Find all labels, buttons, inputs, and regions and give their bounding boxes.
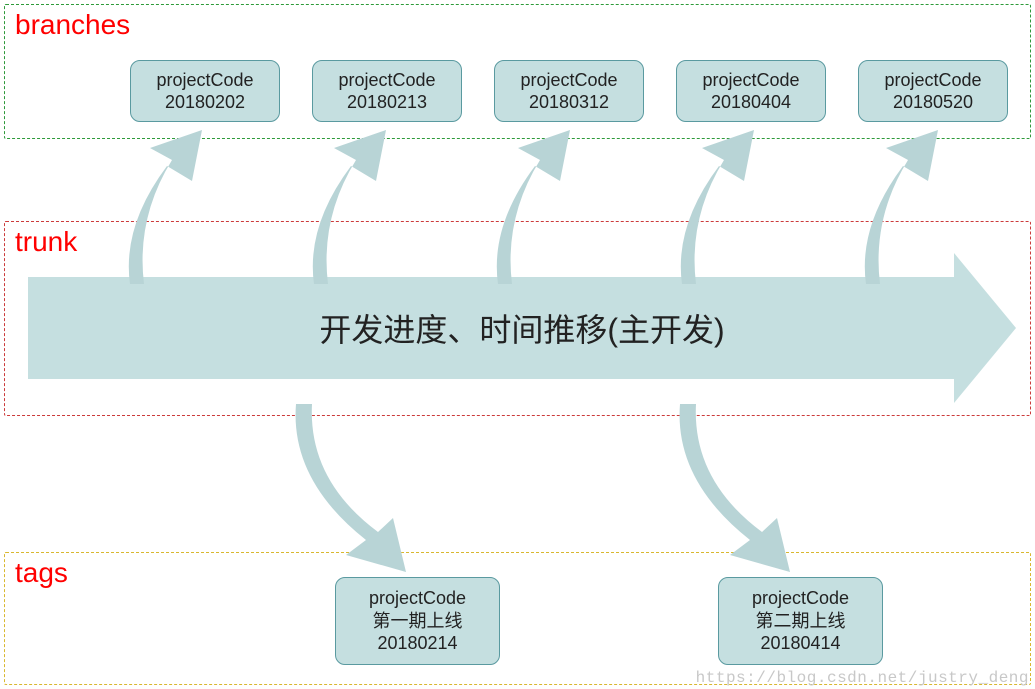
branch-box-date: 20180312	[529, 91, 609, 114]
trunk-arrow-head	[954, 253, 1016, 403]
branch-box: projectCode 20180213	[312, 60, 462, 122]
branch-box-date: 20180213	[347, 91, 427, 114]
branch-box-date: 20180520	[893, 91, 973, 114]
branch-box: projectCode 20180312	[494, 60, 644, 122]
tag-box: projectCode 第一期上线 20180214	[335, 577, 500, 665]
branch-box-date: 20180202	[165, 91, 245, 114]
tag-box: projectCode 第二期上线 20180414	[718, 577, 883, 665]
branch-box-name: projectCode	[884, 69, 981, 92]
watermark-text: https://blog.csdn.net/justry_deng	[696, 669, 1029, 687]
tag-box-date: 20180414	[760, 632, 840, 655]
trunk-arrow-text: 开发进度、时间推移(主开发)	[319, 305, 724, 351]
tags-label: tags	[15, 557, 68, 589]
tag-box-phase: 第二期上线	[756, 610, 846, 633]
branch-box: projectCode 20180202	[130, 60, 280, 122]
branch-box-name: projectCode	[156, 69, 253, 92]
branch-box: projectCode 20180404	[676, 60, 826, 122]
trunk-arrow: 开发进度、时间推移(主开发)	[28, 277, 1016, 379]
branch-box-name: projectCode	[520, 69, 617, 92]
branch-box-date: 20180404	[711, 91, 791, 114]
branch-box-name: projectCode	[702, 69, 799, 92]
tag-box-date: 20180214	[377, 632, 457, 655]
trunk-label: trunk	[15, 226, 77, 258]
branches-label: branches	[15, 9, 130, 41]
branch-box-name: projectCode	[338, 69, 435, 92]
tag-box-name: projectCode	[752, 587, 849, 610]
tag-box-phase: 第一期上线	[373, 610, 463, 633]
tag-box-name: projectCode	[369, 587, 466, 610]
branch-box: projectCode 20180520	[858, 60, 1008, 122]
